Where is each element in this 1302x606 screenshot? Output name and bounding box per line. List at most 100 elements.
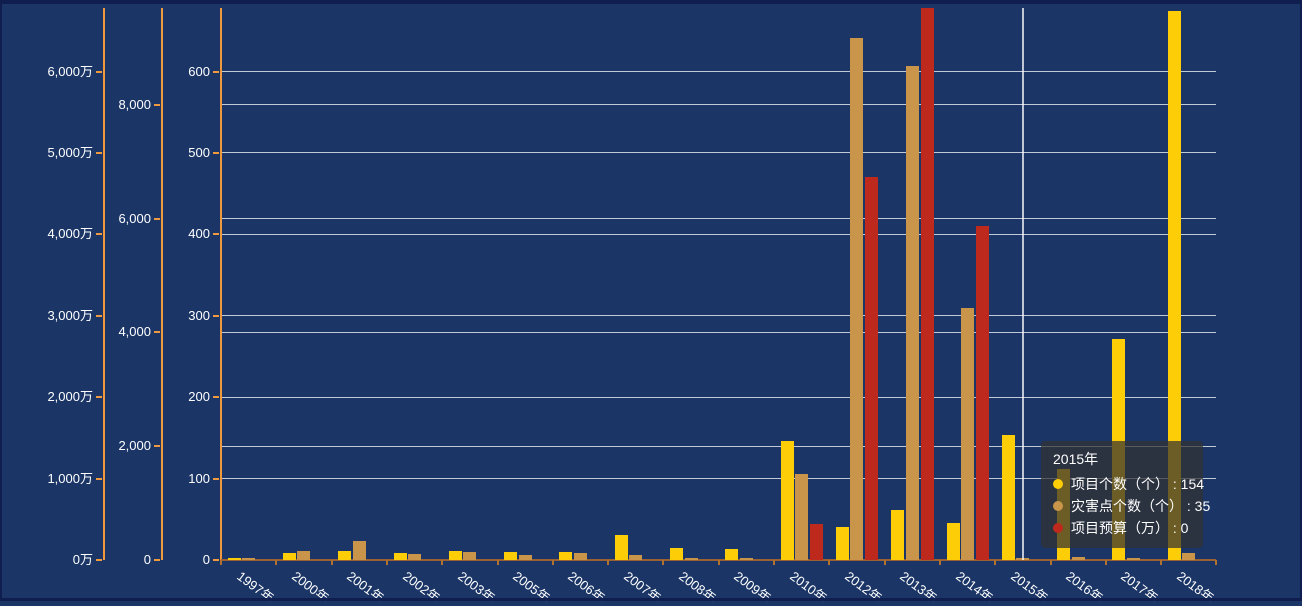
bar-points[interactable] xyxy=(352,541,366,560)
x-axis-label: 2007年 xyxy=(620,568,664,606)
y-axis-label-points: 0 xyxy=(143,552,151,567)
y-axis-label-count: 300 xyxy=(188,307,210,323)
y-axis-label-points: 2,000 xyxy=(118,438,151,454)
bar-count[interactable] xyxy=(614,534,628,560)
x-axis-tick xyxy=(938,560,941,565)
y-axis-label-count: 500 xyxy=(188,144,210,160)
y-axis-tick xyxy=(154,331,160,334)
x-axis-label: 2000年 xyxy=(289,568,332,606)
y-axis-tick xyxy=(96,314,102,317)
y-axis-line-budget xyxy=(103,8,105,560)
bar-count[interactable] xyxy=(835,526,849,560)
bar-points[interactable] xyxy=(1126,558,1140,560)
y-axis-label-count: 400 xyxy=(188,226,210,242)
bar-count[interactable] xyxy=(670,547,684,560)
y-axis-tick xyxy=(154,103,160,106)
bar-count[interactable] xyxy=(946,523,960,560)
bar-points[interactable] xyxy=(573,553,587,560)
bar-count[interactable] xyxy=(448,551,462,560)
bar-budget[interactable] xyxy=(976,226,990,560)
x-axis-label: 2003年 xyxy=(455,568,498,606)
bar-budget[interactable] xyxy=(920,8,934,560)
bar-points[interactable] xyxy=(961,308,975,560)
bar-points[interactable] xyxy=(518,554,532,560)
bar-count[interactable] xyxy=(1167,11,1181,560)
series-marker-icon xyxy=(1053,501,1063,511)
y-axis-tick xyxy=(213,151,219,154)
tooltip-row: 项目个数（个） : 154 xyxy=(1053,473,1204,495)
bar-count[interactable] xyxy=(725,549,739,560)
bar-count[interactable] xyxy=(393,552,407,560)
x-axis-label: 2012年 xyxy=(842,568,885,606)
bar-count[interactable] xyxy=(780,441,794,560)
x-axis-label: 2001年 xyxy=(344,568,387,606)
y-axis-tick xyxy=(96,477,102,480)
y-axis-tick xyxy=(213,477,219,480)
x-axis-tick xyxy=(662,560,665,565)
y-axis-label-count: 100 xyxy=(188,470,210,486)
y-axis-tick xyxy=(96,151,102,154)
bar-budget[interactable] xyxy=(810,524,824,560)
x-axis-label: 1997年 xyxy=(233,568,277,606)
bar-points[interactable] xyxy=(242,557,256,560)
tooltip: 2015年 项目个数（个） : 154 灾害点个数（个） : 35 项目预算（万） … xyxy=(1041,441,1210,548)
x-axis-tick xyxy=(1049,560,1052,565)
y-axis-label-count: 600 xyxy=(188,63,210,79)
bar-points[interactable] xyxy=(684,558,698,560)
bar-points[interactable] xyxy=(905,66,919,560)
x-axis-label: 2008年 xyxy=(676,568,719,606)
tooltip-row: 项目预算（万） : 0 xyxy=(1053,517,1191,539)
y-axis-label-points: 4,000 xyxy=(118,324,151,340)
y-axis-label-budget: 2,000万 xyxy=(47,389,93,405)
x-axis-tick xyxy=(1215,560,1218,565)
x-axis-label: 2018年 xyxy=(1173,568,1217,606)
y-axis-tick xyxy=(213,396,219,399)
tooltip-title: 2015年 xyxy=(1053,451,1099,467)
bar-points[interactable] xyxy=(795,474,809,560)
bar-count[interactable] xyxy=(891,510,905,560)
y-axis-label-budget: 5,000万 xyxy=(47,144,93,160)
x-axis-tick xyxy=(1104,560,1107,565)
x-axis-tick xyxy=(717,560,720,565)
y-axis-label-budget: 4,000万 xyxy=(47,226,93,242)
bar-count[interactable] xyxy=(504,551,518,560)
bar-points[interactable] xyxy=(739,558,753,560)
x-axis-label: 2010年 xyxy=(786,568,830,606)
bar-count[interactable] xyxy=(1001,434,1015,560)
y-axis-line-points xyxy=(161,8,163,560)
y-axis-label-points: 6,000 xyxy=(118,210,151,226)
x-axis-tick xyxy=(883,560,886,565)
x-axis-label: 2017年 xyxy=(1118,568,1162,606)
x-axis-label: 2014年 xyxy=(952,568,996,606)
bar-points[interactable] xyxy=(408,554,422,560)
x-axis-label: 2009年 xyxy=(731,568,775,606)
bar-points[interactable] xyxy=(463,552,477,560)
x-axis-label: 2005年 xyxy=(510,568,553,606)
bar-count[interactable] xyxy=(338,551,352,560)
bar-points[interactable] xyxy=(850,37,864,560)
bar-count[interactable] xyxy=(282,553,296,560)
y-axis-label-budget: 1,000万 xyxy=(47,470,93,486)
y-axis-tick xyxy=(213,559,219,561)
y-axis-label-count: 200 xyxy=(188,389,210,405)
y-axis-tick xyxy=(96,559,102,561)
y-axis-label-budget: 6,000万 xyxy=(47,63,93,79)
y-axis-line-count xyxy=(220,8,222,560)
bar-budget[interactable] xyxy=(865,177,879,560)
y-axis-tick xyxy=(154,445,160,448)
bar-points[interactable] xyxy=(1071,557,1085,560)
x-axis-tick xyxy=(496,560,499,565)
bar-points[interactable] xyxy=(297,550,311,560)
grid-line xyxy=(221,315,1217,317)
y-axis-label-count: 0 xyxy=(202,552,210,567)
grid-line xyxy=(221,71,1217,72)
bar-points[interactable] xyxy=(629,554,643,560)
grid-line xyxy=(221,152,1217,154)
bar-count[interactable] xyxy=(559,551,573,560)
y-axis-tick xyxy=(96,233,102,236)
bar-points[interactable] xyxy=(1182,553,1196,560)
bar-count[interactable] xyxy=(227,558,241,560)
x-axis-tick xyxy=(607,560,610,565)
